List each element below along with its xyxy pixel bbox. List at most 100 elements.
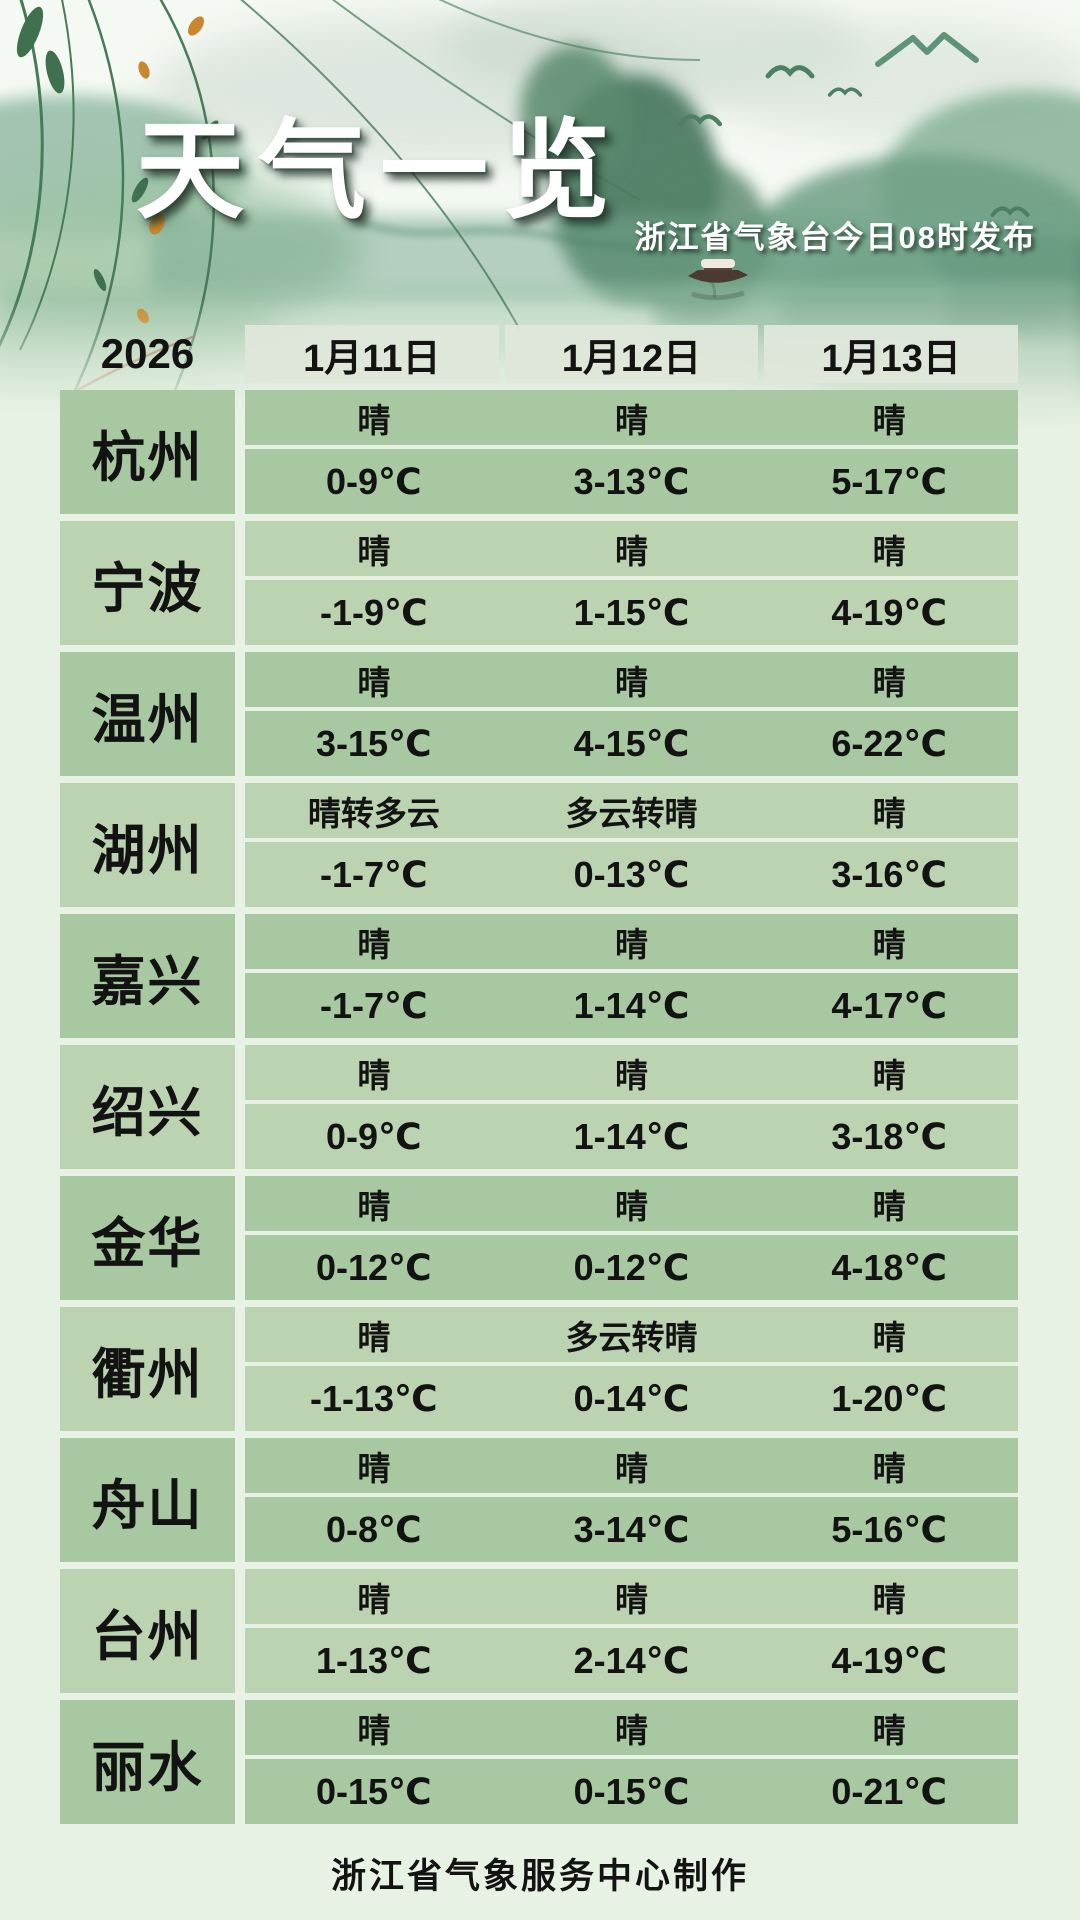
- weather-cell: 晴: [357, 1711, 391, 1749]
- weather-subrow: 晴 晴 晴: [245, 914, 1018, 969]
- temp-cell: 1-15℃: [573, 591, 690, 633]
- weather-cell: 晴: [614, 532, 648, 570]
- weather-cell: 晴转多云: [307, 794, 440, 832]
- temp-cell: 3-18℃: [831, 1115, 947, 1157]
- table-row: 绍兴 晴 晴 晴 0-9℃ 1-14℃ 3-18℃: [60, 1045, 1018, 1169]
- temp-cell: 4-15℃: [573, 722, 690, 764]
- temp-cell: 3-16℃: [831, 853, 947, 895]
- temperature-subrow: 0-15℃ 0-15℃ 0-21℃: [245, 1759, 1018, 1824]
- weather-cell: 晴: [872, 401, 906, 439]
- weather-subrow: 晴 晴 晴: [245, 1176, 1018, 1231]
- footer-credit: 浙江省气象服务中心制作: [330, 1857, 749, 1896]
- row-data: 晴 晴 晴 1-13℃ 2-14℃ 4-19℃: [245, 1569, 1018, 1693]
- weather-subrow: 晴转多云 多云转晴 晴: [245, 783, 1018, 838]
- row-data: 晴转多云 多云转晴 晴 -1-7℃ 0-13℃ 3-16℃: [245, 783, 1018, 907]
- temperature-subrow: -1-13℃ 0-14℃ 1-20℃: [245, 1366, 1018, 1431]
- temp-cell: 0-12℃: [573, 1246, 690, 1288]
- city-cell: 湖州: [60, 783, 235, 907]
- weather-subrow: 晴 晴 晴: [245, 1045, 1018, 1100]
- temp-cell: 3-15℃: [316, 722, 432, 764]
- weather-cell: 晴: [614, 1449, 648, 1487]
- temp-cell: 0-12℃: [316, 1246, 432, 1288]
- temp-cell: 0-21℃: [831, 1770, 947, 1812]
- weather-cell: 晴: [357, 1449, 391, 1487]
- row-data: 晴 晴 晴 0-15℃ 0-15℃ 0-21℃: [245, 1700, 1018, 1824]
- weather-subrow: 晴 晴 晴: [245, 1438, 1018, 1493]
- page-title: 天气一览: [136, 110, 625, 231]
- temperature-subrow: -1-9℃ 1-15℃ 4-19℃: [245, 580, 1018, 645]
- table-row: 舟山 晴 晴 晴 0-8℃ 3-14℃ 5-16℃: [60, 1438, 1018, 1562]
- city-cell: 舟山: [60, 1438, 235, 1562]
- temp-cell: 0-15℃: [316, 1770, 432, 1812]
- row-data: 晴 晴 晴 0-12℃ 0-12℃ 4-18℃: [245, 1176, 1018, 1300]
- temp-cell: -1-7℃: [320, 984, 428, 1026]
- issued-by-subtitle: 浙江省气象台今日08时发布: [634, 220, 1036, 255]
- temperature-subrow: 1-13℃ 2-14℃ 4-19℃: [245, 1628, 1018, 1693]
- weather-cell: 多云转晴: [565, 794, 698, 832]
- temperature-subrow: 0-9℃ 3-13℃ 5-17℃: [245, 449, 1018, 514]
- temp-cell: 3-13℃: [573, 460, 690, 502]
- row-data: 晴 晴 晴 -1-9℃ 1-15℃ 4-19℃: [245, 521, 1018, 645]
- weather-cell: 晴: [357, 663, 391, 701]
- row-data: 晴 晴 晴 0-9℃ 1-14℃ 3-18℃: [245, 1045, 1018, 1169]
- temp-cell: 0-13℃: [573, 853, 690, 895]
- city-cell: 宁波: [60, 521, 235, 645]
- weather-cell: 晴: [872, 1711, 906, 1749]
- weather-cell: 晴: [614, 1187, 648, 1225]
- temperature-subrow: 3-15℃ 4-15℃ 6-22℃: [245, 711, 1018, 776]
- date-header-cell: 1月13日: [764, 325, 1018, 383]
- table-row: 衢州 晴 多云转晴 晴 -1-13℃ 0-14℃ 1-20℃: [60, 1307, 1018, 1431]
- temp-cell: 0-8℃: [326, 1508, 422, 1550]
- weather-cell: 晴: [357, 1318, 391, 1356]
- city-cell: 温州: [60, 652, 235, 776]
- table-row: 嘉兴 晴 晴 晴 -1-7℃ 1-14℃ 4-17℃: [60, 914, 1018, 1038]
- city-cell: 丽水: [60, 1700, 235, 1824]
- row-data: 晴 晴 晴 3-15℃ 4-15℃ 6-22℃: [245, 652, 1018, 776]
- temp-cell: 5-16℃: [831, 1508, 947, 1550]
- weather-subrow: 晴 晴 晴: [245, 521, 1018, 576]
- boat-illustration: [688, 259, 748, 301]
- temp-cell: 6-22℃: [831, 722, 947, 764]
- temp-cell: 1-20℃: [831, 1377, 947, 1419]
- weather-cell: 晴: [357, 1056, 391, 1094]
- weather-table-body: 杭州 晴 晴 晴 0-9℃ 3-13℃ 5-17℃ 宁波 晴 晴 晴 -1-9℃: [60, 390, 1018, 1824]
- weather-cell: 晴: [872, 1187, 906, 1225]
- temp-cell: 1-14℃: [573, 984, 690, 1026]
- weather-subrow: 晴 晴 晴: [245, 1569, 1018, 1624]
- weather-subrow: 晴 晴 晴: [245, 390, 1018, 445]
- weather-table: 2026 1月11日 1月12日 1月13日 杭州 晴 晴 晴 0-9℃ 3-1…: [60, 325, 1018, 1831]
- temp-cell: 1-13℃: [316, 1639, 432, 1681]
- temp-cell: 0-14℃: [573, 1377, 690, 1419]
- row-data: 晴 晴 晴 0-9℃ 3-13℃ 5-17℃: [245, 390, 1018, 514]
- weather-cell: 晴: [357, 401, 391, 439]
- city-cell: 衢州: [60, 1307, 235, 1431]
- weather-cell: 晴: [614, 663, 648, 701]
- weather-cell: 晴: [872, 1449, 906, 1487]
- weather-cell: 晴: [357, 1187, 391, 1225]
- weather-cell: 晴: [872, 794, 906, 832]
- temp-cell: 4-18℃: [831, 1246, 947, 1288]
- temp-cell: -1-13℃: [310, 1377, 438, 1419]
- temp-cell: 3-14℃: [573, 1508, 690, 1550]
- temp-cell: 1-14℃: [573, 1115, 690, 1157]
- city-cell: 台州: [60, 1569, 235, 1693]
- temperature-subrow: 0-12℃ 0-12℃ 4-18℃: [245, 1235, 1018, 1300]
- city-cell: 杭州: [60, 390, 235, 514]
- weather-cell: 晴: [614, 925, 648, 963]
- weather-cell: 晴: [357, 925, 391, 963]
- weather-cell: 晴: [357, 532, 391, 570]
- temp-cell: 5-17℃: [831, 460, 947, 502]
- weather-subrow: 晴 晴 晴: [245, 1700, 1018, 1755]
- weather-subrow: 晴 晴 晴: [245, 652, 1018, 707]
- table-row: 杭州 晴 晴 晴 0-9℃ 3-13℃ 5-17℃: [60, 390, 1018, 514]
- row-data: 晴 晴 晴 -1-7℃ 1-14℃ 4-17℃: [245, 914, 1018, 1038]
- weather-cell: 晴: [614, 1711, 648, 1749]
- temperature-subrow: 0-9℃ 1-14℃ 3-18℃: [245, 1104, 1018, 1169]
- temperature-subrow: 0-8℃ 3-14℃ 5-16℃: [245, 1497, 1018, 1562]
- city-cell: 绍兴: [60, 1045, 235, 1169]
- temp-cell: 4-19℃: [831, 591, 947, 633]
- table-row: 宁波 晴 晴 晴 -1-9℃ 1-15℃ 4-19℃: [60, 521, 1018, 645]
- row-data: 晴 晴 晴 0-8℃ 3-14℃ 5-16℃: [245, 1438, 1018, 1562]
- weather-cell: 晴: [357, 1580, 391, 1618]
- weather-cell: 多云转晴: [565, 1318, 698, 1356]
